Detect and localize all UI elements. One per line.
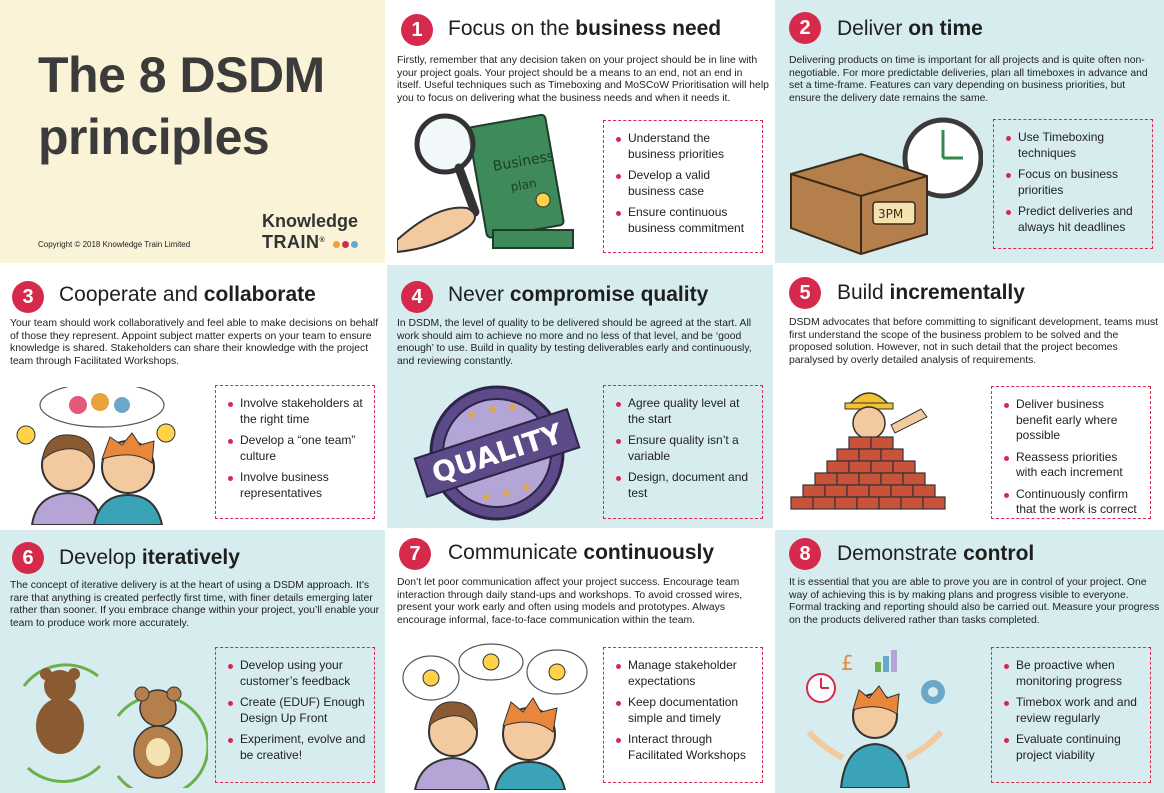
svg-text:★: ★ <box>481 490 492 504</box>
principle-bullet-box: Be proactive when monitoring progress Ti… <box>991 647 1151 783</box>
principle-description: It is essential that you are able to pro… <box>789 577 1160 626</box>
teddy-bears-iteration-illustration <box>22 663 208 788</box>
principle-title: Develop iteratively <box>59 546 240 569</box>
principle-title: Build incrementally <box>837 281 1025 304</box>
principle-number-badge: 8 <box>789 538 821 570</box>
bullet-item: Interact through Facilitated Workshops <box>616 732 754 763</box>
principle-number-badge: 5 <box>789 277 821 309</box>
bullet-item: Design, document and test <box>616 470 754 501</box>
svg-text:★: ★ <box>467 408 478 422</box>
brand-logo: Knowledge TRAIN® <box>262 211 359 253</box>
bullet-item: Create (EDUF) Enough Design Up Front <box>228 695 366 726</box>
quality-seal-illustration: QUALITY ★ ★ ★ ★ ★ ★ <box>413 385 581 521</box>
principle-number-badge: 2 <box>789 12 821 44</box>
brand-name-line-1: Knowledge <box>262 211 359 231</box>
principle-card-8: 8 Demonstrate control It is essential th… <box>775 530 1164 793</box>
bullet-item: Use Timeboxing techniques <box>1006 130 1144 161</box>
principle-number-badge: 4 <box>401 281 433 313</box>
principle-description: Firstly, remember that any decision take… <box>397 55 769 104</box>
bullet-item: Understand the business priorities <box>616 131 754 162</box>
svg-text:★: ★ <box>521 480 532 494</box>
bullet-item: Be proactive when monitoring progress <box>1004 658 1142 689</box>
principle-bullet-box: Understand the business priorities Devel… <box>603 120 763 253</box>
principle-title: Deliver on time <box>837 17 983 40</box>
bullet-item: Predict deliveries and always hit deadli… <box>1006 204 1144 235</box>
parcel-label-text: 3PM <box>878 207 903 221</box>
principle-title: Communicate continuously <box>448 541 715 564</box>
bullet-item: Reassess priorities with each increment <box>1004 450 1142 481</box>
parcel-clock-illustration: 3PM <box>790 117 983 256</box>
principle-bullet-box: Use Timeboxing techniques Focus on busin… <box>993 119 1153 249</box>
title-panel: The 8 DSDM principles Knowledge TRAIN® C… <box>0 0 385 263</box>
principle-description: Delivering products on time is important… <box>789 55 1148 104</box>
bullet-item: Focus on business priorities <box>1006 167 1144 198</box>
brand-name-line-2: TRAIN <box>262 232 320 253</box>
principle-bullet-box: Agree quality level at the start Ensure … <box>603 385 763 519</box>
title-line-1: The 8 DSDM <box>38 47 325 103</box>
svg-text:★: ★ <box>501 486 512 500</box>
copyright-text: Copyright © 2018 Knowledge Train Limited <box>38 240 191 249</box>
svg-text:★: ★ <box>507 400 518 414</box>
principle-bullet-box: Involve stakeholders at the right time D… <box>215 385 375 519</box>
bullet-item: Continuously confirm that the work is co… <box>1004 487 1142 518</box>
bullet-item: Evaluate continuing project viability <box>1004 732 1142 763</box>
principle-description: DSDM advocates that before committing to… <box>789 317 1159 366</box>
principle-bullet-box: Deliver business benefit early where pos… <box>991 386 1151 519</box>
brick-wall-builder-illustration <box>790 392 946 510</box>
person-in-control-illustration: £ <box>806 650 945 788</box>
brand-registered-mark: ® <box>319 237 325 244</box>
principle-number-badge: 3 <box>12 281 44 313</box>
principle-bullet-box: Develop using your customer’s feedback C… <box>215 647 375 783</box>
book-subtitle-text: plan <box>510 176 538 194</box>
bullet-item: Involve business representatives <box>228 470 366 501</box>
principle-title: Demonstrate control <box>837 542 1035 565</box>
communicating-people-illustration <box>402 643 588 790</box>
principle-card-2: 2 Deliver on time Delivering products on… <box>775 0 1164 263</box>
principle-description: Your team should work collaboratively an… <box>10 318 379 367</box>
bullet-item: Develop a “one team” culture <box>228 433 366 464</box>
bullet-item: Ensure continuous business commitment <box>616 205 754 236</box>
title-line-2: principles <box>38 109 270 165</box>
bullet-item: Develop using your customer’s feedback <box>228 658 366 689</box>
principle-title: Focus on the business need <box>448 17 722 40</box>
bullet-item: Deliver business benefit early where pos… <box>1004 397 1142 444</box>
principle-description: In DSDM, the level of quality to be deli… <box>397 318 752 367</box>
principle-card-1: 1 Focus on the business need Firstly, re… <box>387 0 773 263</box>
pound-symbol-text: £ <box>841 651 854 675</box>
principle-card-3: 3 Cooperate and collaborate Your team sh… <box>0 265 385 528</box>
bullet-item: Agree quality level at the start <box>616 396 754 427</box>
bullet-item: Manage stakeholder expectations <box>616 658 754 689</box>
principle-card-4: 4 Never compromise quality In DSDM, the … <box>387 265 773 528</box>
principle-number-badge: 1 <box>401 14 433 46</box>
bullet-item: Experiment, evolve and be creative! <box>228 732 366 763</box>
bullet-item: Involve stakeholders at the right time <box>228 396 366 427</box>
principle-number-badge: 7 <box>399 538 431 570</box>
magnifier-book-illustration: Business plan <box>397 113 574 254</box>
bullet-item: Timebox work and and review regularly <box>1004 695 1142 726</box>
bullet-item: Develop a valid business case <box>616 168 754 199</box>
bullet-item: Ensure quality isn’t a variable <box>616 433 754 464</box>
principle-description: Don’t let poor communication affect your… <box>397 577 743 626</box>
principle-card-5: 5 Build incrementally DSDM advocates tha… <box>775 265 1164 528</box>
bullet-item: Keep documentation simple and timely <box>616 695 754 726</box>
principle-bullet-box: Manage stakeholder expectations Keep doc… <box>603 647 763 783</box>
principle-card-7: 7 Communicate continuously Don’t let poo… <box>387 530 773 793</box>
principle-title: Never compromise quality <box>448 283 709 306</box>
svg-text:★: ★ <box>487 402 498 416</box>
principle-description: The concept of iterative delivery is at … <box>10 580 380 629</box>
principle-title: Cooperate and collaborate <box>59 283 316 306</box>
brand-dots-icon <box>331 234 359 253</box>
page-title: The 8 DSDM principles <box>38 44 325 168</box>
collaborating-people-illustration <box>16 387 176 525</box>
principle-card-6: 6 Develop iteratively The concept of ite… <box>0 530 385 793</box>
principle-number-badge: 6 <box>12 542 44 574</box>
